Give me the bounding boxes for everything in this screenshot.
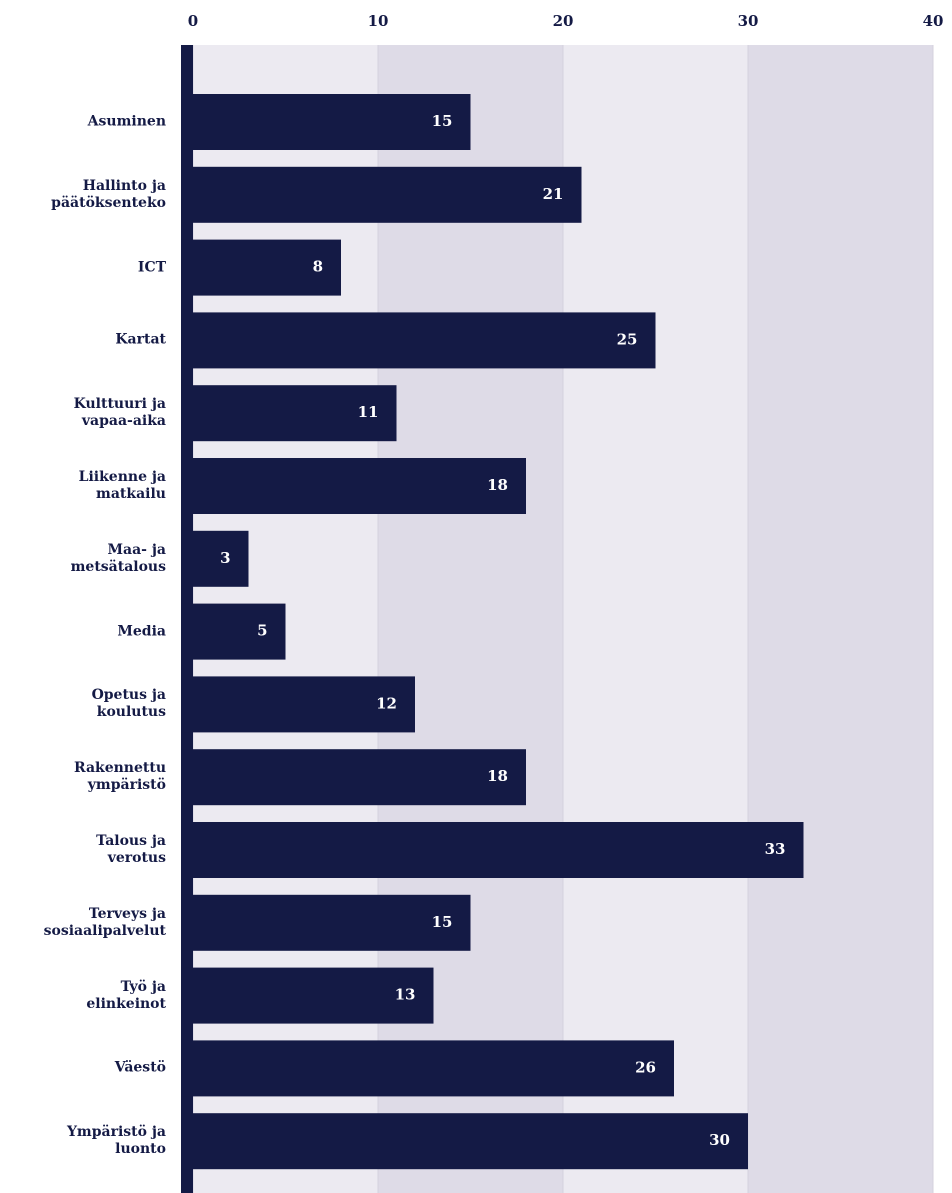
value-label: 5 — [257, 622, 267, 640]
y-tick-label: Opetus ja koulutus — [0, 687, 166, 721]
value-label: 15 — [432, 913, 453, 931]
y-tick-label: ICT — [0, 259, 166, 276]
bar — [181, 895, 471, 951]
y-tick-label: Hallinto ja päätöksenteko — [0, 178, 166, 212]
y-tick-label: Maa- ja metsätalous — [0, 542, 166, 576]
value-label: 12 — [376, 694, 397, 712]
x-tick-label: 20 — [553, 12, 574, 30]
grid-band — [748, 45, 933, 1193]
x-tick-label: 30 — [738, 12, 759, 30]
value-label: 30 — [709, 1131, 730, 1149]
x-tick-label: 10 — [368, 12, 389, 30]
bar — [181, 458, 526, 514]
bar — [181, 531, 249, 587]
y-tick-label: Työ ja elinkeinot — [0, 979, 166, 1013]
x-tick-label: 0 — [188, 12, 198, 30]
bar — [181, 604, 286, 660]
grid-band — [563, 45, 748, 1193]
value-label: 3 — [220, 549, 230, 567]
bar — [181, 749, 526, 805]
y-tick-label: Ympäristö ja luonto — [0, 1124, 166, 1158]
bar — [181, 1113, 748, 1169]
y-tick-label: Asuminen — [0, 114, 166, 131]
value-label: 25 — [617, 330, 638, 348]
value-label: 11 — [358, 403, 379, 421]
y-tick-label: Väestö — [0, 1060, 166, 1077]
y-tick-label: Media — [0, 623, 166, 640]
y-tick-label: Kartat — [0, 332, 166, 349]
value-label: 33 — [765, 840, 786, 858]
value-label: 18 — [487, 767, 508, 785]
y-tick-label: Rakennettu ympäristö — [0, 760, 166, 794]
y-tick-label: Talous ja verotus — [0, 833, 166, 867]
chart-page: 0 10 20 30 40 15 21 8 25 11 18 3 5 12 18 33 15 13 26 30 Asu… — [0, 0, 952, 1193]
value-label: 15 — [432, 112, 453, 130]
y-tick-label: Liikenne ja matkailu — [0, 469, 166, 503]
y-tick-label: Terveys ja sosiaalipalvelut — [0, 906, 166, 940]
value-label: 21 — [543, 185, 564, 203]
x-tick-label: 40 — [923, 12, 944, 30]
value-label: 18 — [487, 476, 508, 494]
value-label: 26 — [635, 1058, 656, 1076]
bar — [181, 94, 471, 150]
bar — [181, 312, 656, 368]
value-label: 8 — [313, 258, 323, 276]
value-label: 13 — [395, 986, 416, 1004]
bar — [181, 1040, 674, 1096]
y-tick-label: Kulttuuri ja vapaa-aika — [0, 396, 166, 430]
bar — [181, 167, 582, 223]
bar — [181, 822, 804, 878]
